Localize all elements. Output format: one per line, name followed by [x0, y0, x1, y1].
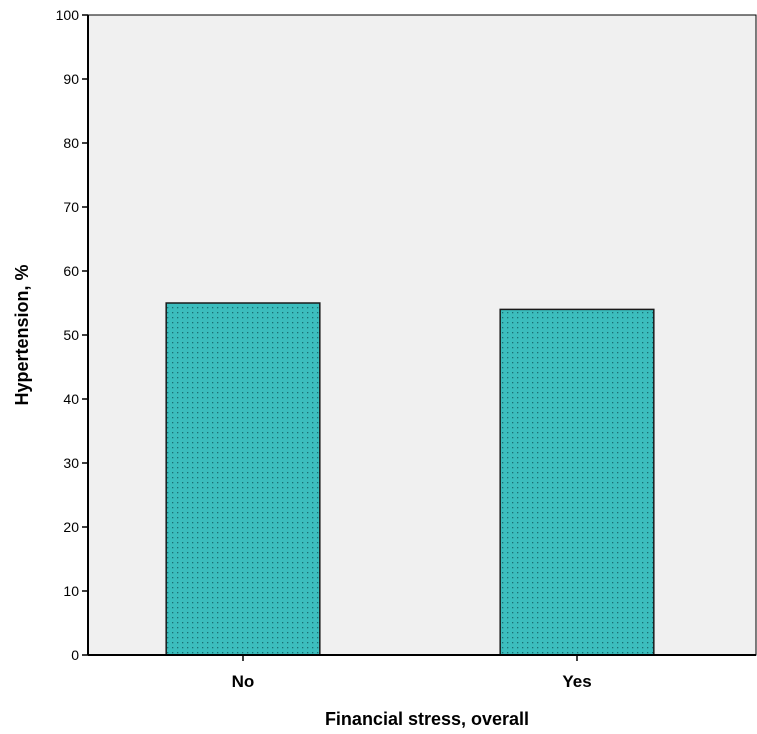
y-tick-label: 20	[63, 519, 79, 535]
y-tick-label: 40	[63, 391, 79, 407]
y-tick-label: 50	[63, 327, 79, 343]
x-axis: No Yes	[88, 654, 756, 691]
y-tick-label: 90	[63, 71, 79, 87]
y-tick-label: 80	[63, 135, 79, 151]
y-tick-label: 0	[71, 647, 79, 663]
bar-no	[165, 302, 321, 656]
x-tick-label-yes: Yes	[562, 672, 591, 691]
y-axis-title: Hypertension, %	[12, 264, 32, 405]
y-tick-label: 30	[63, 455, 79, 471]
bars	[165, 302, 655, 656]
y-tick-label: 60	[63, 263, 79, 279]
bar-yes	[499, 308, 655, 656]
x-tick-label-no: No	[232, 672, 255, 691]
y-tick-label: 70	[63, 199, 79, 215]
y-tick-label: 100	[56, 7, 80, 23]
y-axis: 0 10 20 30 40 50 60 70 80 90 100	[56, 7, 89, 663]
y-tick-label: 10	[63, 583, 79, 599]
x-axis-title: Financial stress, overall	[325, 709, 529, 729]
